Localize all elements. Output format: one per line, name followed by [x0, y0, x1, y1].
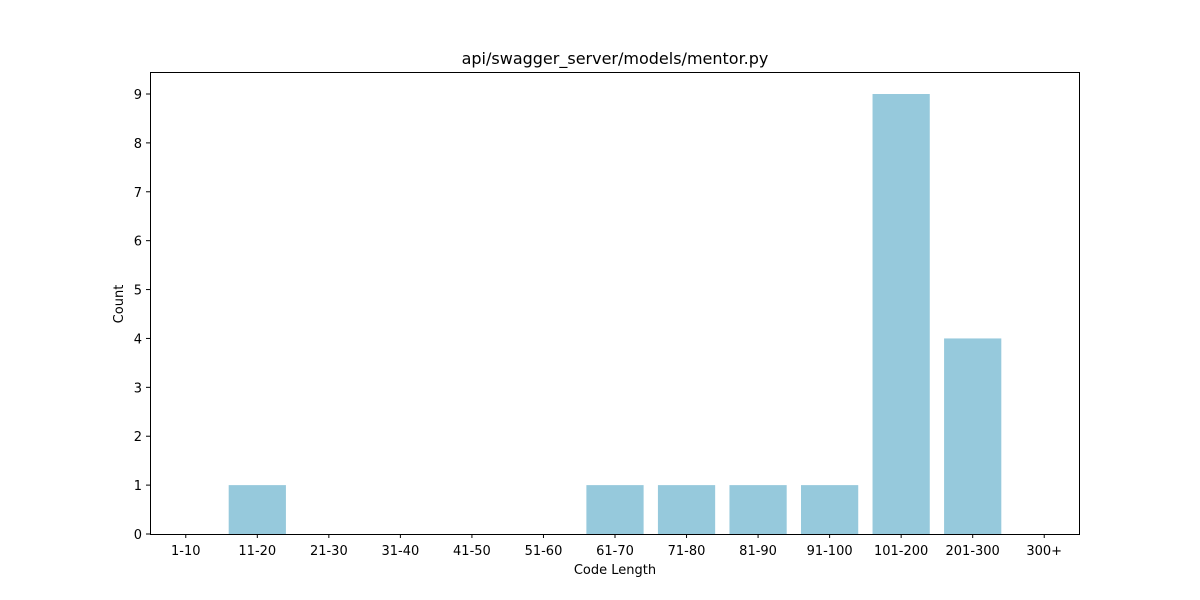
y-axis-label: Count [112, 285, 127, 324]
x-tick-label: 21-30 [310, 544, 348, 559]
y-tick-label: 7 [134, 186, 142, 201]
x-tick-label: 31-40 [381, 544, 419, 559]
y-tick-label: 3 [134, 381, 142, 396]
x-tick-label: 51-60 [525, 544, 563, 559]
chart-title: api/swagger_server/models/mentor.py [462, 49, 769, 69]
x-tick-label: 201-300 [946, 544, 1000, 559]
x-tick-label: 71-80 [668, 544, 706, 559]
x-axis-label: Code Length [574, 563, 656, 578]
bar-101-200 [872, 94, 930, 534]
y-tick-label: 2 [134, 430, 142, 445]
y-tick-label: 5 [134, 284, 142, 299]
x-tick-label: 11-20 [238, 544, 276, 559]
x-tick-label: 300+ [1026, 544, 1062, 559]
y-tick-label: 1 [134, 479, 142, 494]
y-axis-ticks: 0 1 2 3 4 5 6 7 8 9 [134, 88, 150, 543]
x-tick-label: 101-200 [874, 544, 928, 559]
y-tick-label: 4 [134, 332, 142, 347]
x-tick-label: 91-100 [807, 544, 853, 559]
bar-11-20 [228, 485, 286, 534]
x-tick-label: 81-90 [739, 544, 777, 559]
y-tick-label: 9 [134, 88, 142, 103]
bar-71-80 [657, 485, 716, 534]
x-tick-label: 41-50 [453, 544, 491, 559]
y-tick-label: 6 [134, 235, 142, 250]
bar-series [228, 94, 1002, 534]
bar-201-300 [944, 338, 1002, 534]
x-axis-ticks: 1-10 11-20 21-30 31-40 41-50 51-60 61-70 71-80 8… [171, 534, 1062, 559]
y-tick-label: 8 [134, 137, 142, 152]
x-tick-label: 1-10 [171, 544, 201, 559]
x-tick-label: 61-70 [596, 544, 634, 559]
y-tick-label: 0 [134, 528, 142, 543]
bar-61-70 [586, 485, 644, 534]
bar-81-90 [729, 485, 787, 534]
plot-frame [150, 72, 1080, 535]
bar-91-100 [801, 485, 859, 534]
